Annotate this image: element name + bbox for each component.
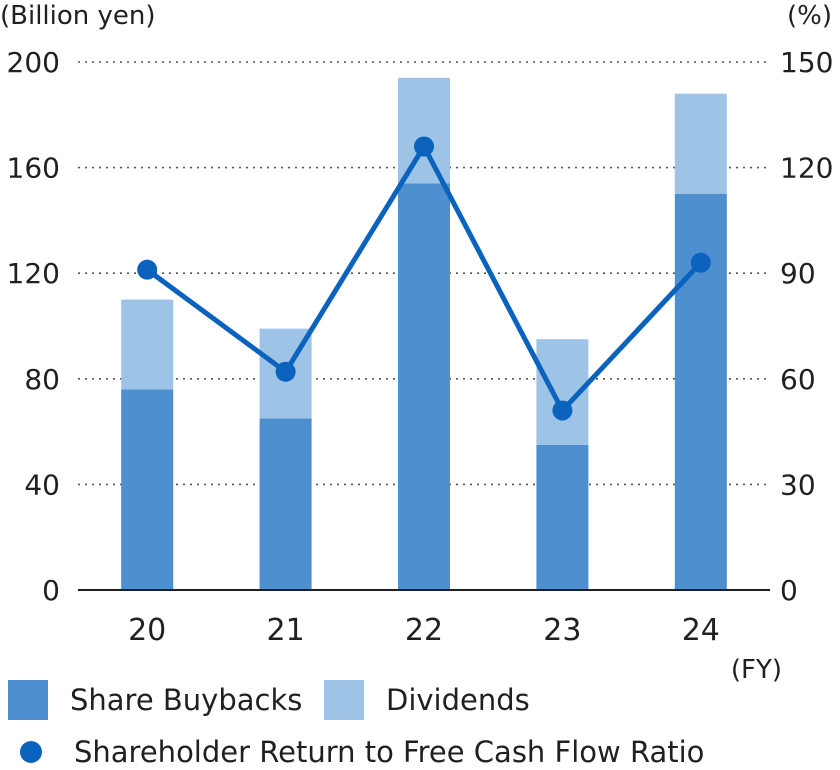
right-tick-label: 120 xyxy=(780,152,833,185)
right-tick-label: 0 xyxy=(780,574,798,607)
ratio-series xyxy=(137,136,711,421)
bar-share-buybacks xyxy=(398,183,450,590)
x-tick-label: 21 xyxy=(267,613,305,648)
left-tick-label: 40 xyxy=(24,468,60,501)
bar-dividends xyxy=(121,299,174,390)
bar-share-buybacks xyxy=(259,418,312,590)
bar-dividends xyxy=(674,93,727,194)
left-tick-label: 0 xyxy=(42,574,60,607)
left-tick-label: 80 xyxy=(24,363,60,396)
ratio-point xyxy=(552,400,573,421)
right-tick-label: 90 xyxy=(780,257,816,290)
ratio-point xyxy=(275,361,296,382)
left-axis-unit-label: (Billion yen) xyxy=(0,1,156,31)
bar-dividends xyxy=(398,77,450,184)
ratio-point xyxy=(414,136,434,157)
bar-share-buybacks xyxy=(121,389,174,590)
left-axis-ticks: 0 40 80 120 160 200 xyxy=(7,46,60,607)
bar-share-buybacks xyxy=(536,444,589,590)
left-tick-label: 200 xyxy=(7,46,60,79)
left-tick-label: 120 xyxy=(7,257,60,290)
right-tick-label: 30 xyxy=(780,468,816,501)
x-axis-unit-label: (FY) xyxy=(731,655,782,685)
left-tick-label: 160 xyxy=(7,152,60,185)
x-tick-label: 22 xyxy=(405,613,443,648)
right-axis-unit-label: (%) xyxy=(787,1,832,31)
right-tick-label: 60 xyxy=(780,363,816,396)
x-tick-label: 20 xyxy=(128,613,166,648)
right-tick-label: 150 xyxy=(780,46,833,79)
right-axis-ticks: 0 30 60 90 120 150 xyxy=(780,46,833,607)
x-axis-ticks: 20 21 22 23 24 xyxy=(128,613,720,648)
ratio-point xyxy=(690,252,711,273)
x-tick-label: 24 xyxy=(682,613,720,648)
ratio-point xyxy=(137,259,158,280)
x-tick-label: 23 xyxy=(543,613,581,648)
